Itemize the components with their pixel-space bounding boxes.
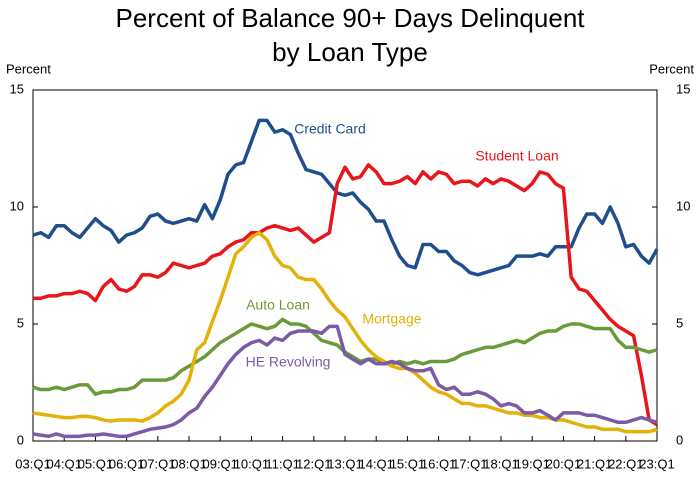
x-tick-label: 15:Q1 — [390, 456, 425, 471]
y2-tick-label: 5 — [676, 315, 683, 330]
y-tick-label: 15 — [10, 81, 24, 96]
x-tick-label: 08:Q1 — [171, 456, 206, 471]
y-axis-label: Percent — [6, 61, 51, 76]
x-tick-label: 07:Q1 — [140, 456, 175, 471]
series-label: Mortgage — [362, 311, 421, 327]
x-tick-label: 04:Q1 — [46, 456, 81, 471]
x-tick-label: 19:Q1 — [514, 456, 549, 471]
x-tick-label: 22:Q1 — [608, 456, 643, 471]
series-label: Credit Card — [294, 121, 366, 137]
x-tick-label: 14:Q1 — [358, 456, 393, 471]
y2-axis-label: Percent — [649, 61, 694, 76]
y-tick-label: 10 — [10, 198, 24, 213]
series-line — [32, 118, 659, 277]
series-label: Auto Loan — [246, 297, 310, 313]
y2-tick-label: 15 — [676, 81, 690, 96]
series-line — [32, 230, 658, 434]
x-tick-label: 16:Q1 — [421, 456, 456, 471]
x-tick-label: 20:Q1 — [546, 456, 581, 471]
x-tick-label: 12:Q1 — [296, 456, 331, 471]
x-tick-label: 05:Q1 — [78, 456, 113, 471]
x-tick-label: 13:Q1 — [327, 456, 362, 471]
series-label: HE Revolving — [246, 354, 331, 370]
y-tick-label: 0 — [17, 432, 24, 447]
y2-tick-label: 10 — [676, 198, 690, 213]
x-tick-label: 03:Q1 — [15, 456, 50, 471]
y-tick-label: 5 — [17, 315, 24, 330]
x-tick-label: 06:Q1 — [109, 456, 144, 471]
series-line — [33, 163, 658, 427]
series-line — [32, 324, 658, 439]
x-tick-label: 21:Q1 — [577, 456, 612, 471]
y2-tick-label: 0 — [676, 432, 683, 447]
chart-title: Percent of Balance 90+ Days Delinquent — [115, 3, 585, 33]
x-tick-label: 23:Q1 — [639, 456, 674, 471]
x-tick-label: 17:Q1 — [452, 456, 487, 471]
x-tick-label: 11:Q1 — [265, 456, 299, 471]
series-label: Student Loan — [475, 148, 558, 164]
x-tick-label: 10:Q1 — [234, 456, 269, 471]
x-tick-label: 18:Q1 — [483, 456, 518, 471]
x-tick-label: 09:Q1 — [202, 456, 237, 471]
series-line — [32, 317, 658, 396]
chart-title: by Loan Type — [272, 37, 428, 67]
